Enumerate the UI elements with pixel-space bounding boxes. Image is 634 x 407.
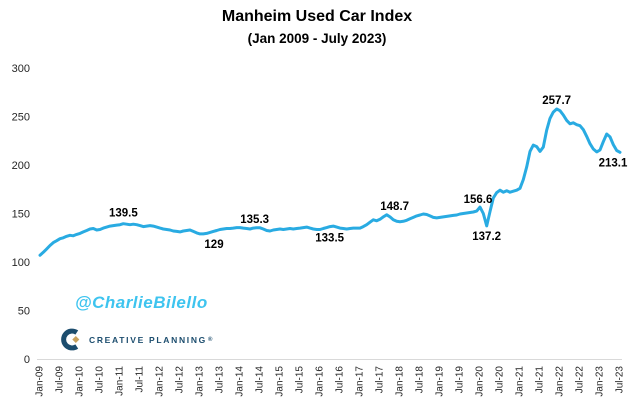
x-tick-label: Jul-21 xyxy=(535,366,546,394)
chart-title: Manheim Used Car Index xyxy=(221,8,413,25)
data-point-label: 137.2 xyxy=(472,231,501,243)
x-tick-label: Jul-23 xyxy=(615,366,626,394)
x-tick-label: Jan-10 xyxy=(75,366,86,397)
x-tick-label: Jul-09 xyxy=(55,366,66,394)
data-point-label: 135.3 xyxy=(240,214,269,226)
x-tick-label: Jul-18 xyxy=(415,366,426,394)
x-tick-label: Jul-16 xyxy=(335,366,346,394)
x-tick-label: Jul-13 xyxy=(215,366,226,394)
y-tick-label: 300 xyxy=(12,63,30,75)
x-tick-label: Jul-20 xyxy=(495,366,506,394)
x-tick-label: Jan-17 xyxy=(355,366,366,397)
x-tick-label: Jan-18 xyxy=(395,366,406,397)
data-point-label: 129 xyxy=(204,239,223,251)
data-point-label: 148.7 xyxy=(380,201,409,213)
data-point-label: 133.5 xyxy=(315,233,344,245)
creative-planning-c-icon xyxy=(61,328,80,351)
data-point-label: 156.6 xyxy=(464,194,493,206)
x-tick-label: Jul-22 xyxy=(575,366,586,394)
x-tick-label: Jan-15 xyxy=(275,366,286,397)
x-tick-label: Jan-14 xyxy=(235,366,246,397)
data-point-label: 213.1 xyxy=(599,157,628,169)
x-tick-label: Jul-15 xyxy=(295,366,306,394)
x-tick-label: Jan-20 xyxy=(475,366,486,397)
x-tick-label: Jul-19 xyxy=(455,366,466,394)
x-tick-label: Jan-19 xyxy=(435,366,446,397)
y-tick-label: 150 xyxy=(12,209,30,221)
y-tick-label: 50 xyxy=(18,306,30,318)
x-tick-label: Jan-16 xyxy=(315,366,326,397)
chart-subtitle: (Jan 2009 - July 2023) xyxy=(247,31,387,46)
x-tick-label: Jan-12 xyxy=(155,366,166,397)
creative-planning-logo: CREATIVE PLANNING ® xyxy=(60,328,212,351)
series-line-manheim-index[interactable] xyxy=(38,107,622,257)
x-tick-label: Jan-22 xyxy=(555,366,566,397)
x-tick-label: Jul-14 xyxy=(255,366,266,394)
y-tick-label: 250 xyxy=(12,112,30,124)
data-point-label: 257.7 xyxy=(542,95,571,107)
y-tick-label: 0 xyxy=(24,354,30,366)
brand-name: CREATIVE PLANNING xyxy=(89,334,207,345)
x-tick-label: Jan-21 xyxy=(515,366,526,397)
x-tick-label: Jan-09 xyxy=(35,366,46,397)
x-tick-label: Jul-11 xyxy=(135,366,146,393)
x-tick-label: Jan-11 xyxy=(115,366,126,396)
x-tick-label: Jul-12 xyxy=(175,366,186,394)
x-tick-label: Jan-13 xyxy=(195,366,206,397)
x-tick-label: Jul-10 xyxy=(95,366,106,394)
y-tick-label: 100 xyxy=(12,257,30,269)
registered-mark: ® xyxy=(208,336,213,343)
x-tick-label: Jul-17 xyxy=(375,366,386,394)
y-tick-label: 200 xyxy=(12,160,30,172)
x-tick-label: Jan-23 xyxy=(595,366,606,397)
watermark-handle: @CharlieBilello xyxy=(75,293,208,312)
data-point-label: 139.5 xyxy=(109,208,138,220)
